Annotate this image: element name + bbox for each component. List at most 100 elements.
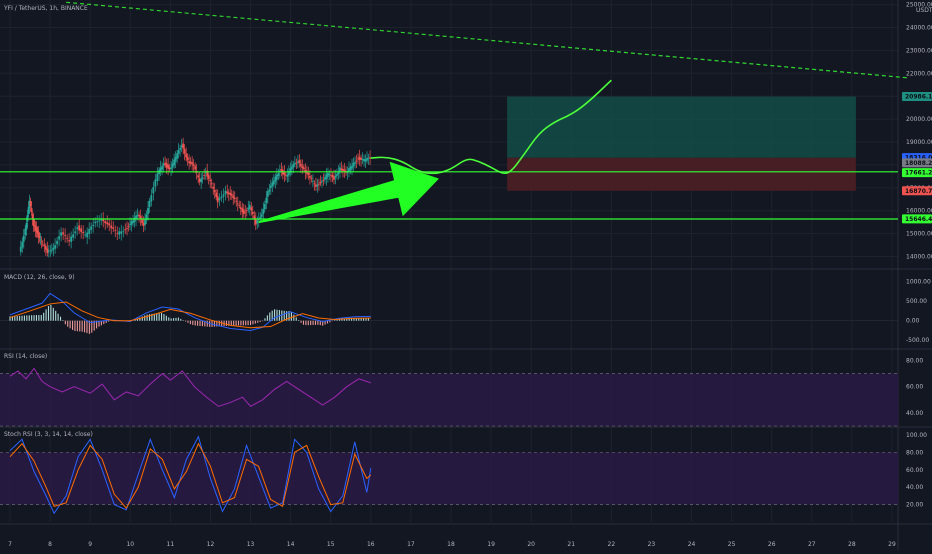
signal-line	[9, 301, 371, 329]
symbol-title[interactable]: YFI / TetherUS, 1h, BINANCE	[3, 5, 88, 12]
candle-body	[96, 221, 99, 223]
candle-body	[230, 193, 233, 196]
candle-body	[52, 247, 55, 250]
candle-body	[292, 164, 295, 168]
candle-body	[215, 192, 218, 198]
candle-body	[352, 162, 355, 167]
candle-body	[35, 227, 38, 233]
candle-body	[154, 179, 157, 187]
candle-body	[295, 162, 298, 164]
candle-body	[296, 161, 299, 163]
candle-body	[298, 160, 301, 164]
candle-body	[254, 218, 257, 225]
candle-body	[32, 219, 35, 226]
candle-body	[129, 224, 131, 226]
candle-body	[33, 225, 36, 227]
rsi-title[interactable]: RSI (14, close)	[4, 353, 47, 360]
candle-body	[31, 214, 34, 219]
candle-body	[312, 181, 314, 182]
candle-body	[60, 232, 63, 236]
candle-body	[161, 166, 163, 170]
x-tick-label: 13	[247, 541, 255, 548]
candle-body	[286, 174, 289, 177]
candle-body	[198, 178, 201, 183]
position-tool-layer[interactable]	[507, 96, 856, 191]
x-tick-label: 8	[48, 541, 52, 548]
candle-body	[58, 236, 61, 240]
candle-body	[331, 175, 334, 178]
y-tick-label: 20000.00	[906, 116, 932, 123]
candle-body	[118, 231, 121, 235]
candle-body	[283, 171, 286, 176]
candle-body	[47, 250, 50, 252]
candle-body	[62, 232, 65, 235]
x-tick-label: 29	[888, 541, 896, 548]
candle-body	[116, 232, 119, 234]
candle-body	[333, 176, 335, 180]
candle-body	[242, 209, 245, 215]
candle-body	[235, 200, 238, 202]
candle-body	[349, 166, 352, 171]
projection-path[interactable]	[370, 79, 612, 175]
candle-body	[336, 174, 338, 176]
stop-zone[interactable]	[507, 157, 856, 191]
annotation-layer[interactable]	[0, 1, 909, 224]
bullish-arrow[interactable]	[258, 161, 439, 224]
candle-body	[106, 222, 109, 225]
x-tick-label: 10	[126, 541, 134, 548]
rsi-pane	[0, 367, 898, 427]
x-tick-label: 23	[648, 541, 656, 548]
candle-body	[68, 240, 71, 242]
candle-body	[122, 231, 125, 233]
stoch-d-line	[9, 442, 372, 509]
candle-body	[98, 220, 101, 222]
candle-body	[289, 168, 292, 173]
candle-body	[275, 174, 278, 180]
candle-body	[247, 207, 250, 210]
x-tick-label: 25	[728, 541, 736, 548]
candle-body	[66, 237, 69, 239]
x-tick-label: 9	[88, 541, 92, 548]
candle-body	[327, 172, 329, 177]
macd-y-tick: 500.00	[906, 298, 927, 305]
trendline-dashed[interactable]	[66, 1, 909, 79]
price-tag	[902, 186, 932, 196]
target-zone[interactable]	[507, 96, 856, 158]
candle-body	[216, 196, 219, 203]
candle-body	[343, 169, 346, 172]
candle-body	[127, 225, 130, 227]
candle-body	[363, 158, 365, 162]
candle-body	[41, 243, 44, 245]
candle-body	[244, 211, 247, 213]
candle-body	[36, 230, 39, 234]
candle-body	[210, 183, 213, 185]
candle-body	[201, 177, 204, 179]
candle-body	[44, 246, 47, 250]
candle-body	[293, 163, 296, 165]
candle-body	[290, 166, 293, 170]
candle-body	[185, 153, 188, 158]
candle-body	[189, 161, 192, 164]
candle-body	[100, 218, 103, 221]
stoch-band	[0, 452, 898, 505]
candle-body	[348, 168, 350, 172]
candle-body	[39, 239, 42, 241]
candle-body	[147, 207, 149, 215]
stoch-rsi-title[interactable]: Stoch RSI (3, 3, 14, 14, close)	[4, 431, 93, 438]
candle-body	[188, 161, 191, 164]
candle-body	[239, 207, 242, 209]
candle-body	[80, 228, 83, 233]
candle-body	[220, 196, 223, 199]
candle-body	[351, 165, 353, 169]
macd-title[interactable]: MACD (12, 26, close, 9)	[4, 274, 75, 281]
price-tag	[902, 214, 932, 224]
price-tag-label: 18088.22	[905, 160, 932, 167]
candle-body	[145, 214, 148, 221]
candle-body	[361, 159, 364, 160]
candle-body	[133, 217, 136, 222]
candle-body	[124, 229, 127, 231]
candle-body	[132, 220, 134, 223]
candle-body	[192, 164, 195, 166]
candle-body	[26, 214, 29, 222]
